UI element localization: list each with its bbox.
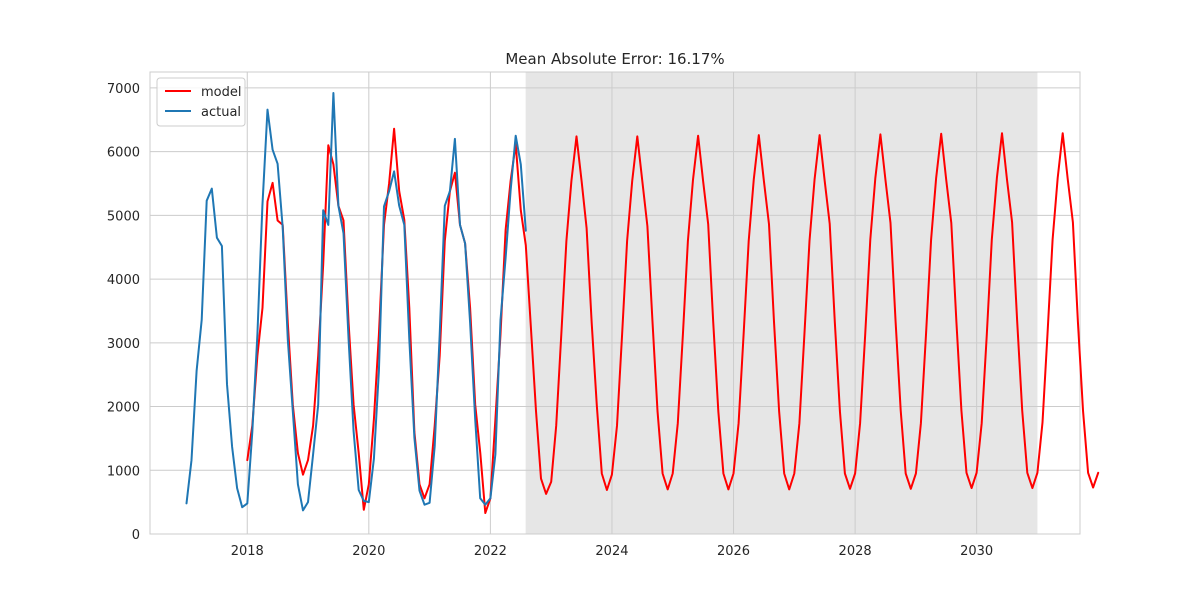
y-tick-label: 1000 bbox=[107, 464, 140, 479]
x-tick-label: 2028 bbox=[839, 544, 872, 559]
tick-labels: 2018 2020 2022 2024 2026 2028 2030 0 1000 2000 300… bbox=[107, 82, 993, 559]
y-tick-label: 4000 bbox=[107, 273, 140, 288]
y-tick-label: 6000 bbox=[107, 146, 140, 161]
x-tick-label: 2020 bbox=[352, 544, 385, 559]
x-tick-label: 2024 bbox=[595, 544, 628, 559]
chart-title: Mean Absolute Error: 16.17% bbox=[505, 50, 724, 68]
y-tick-label: 2000 bbox=[107, 401, 140, 416]
series-line-model bbox=[246, 127, 1100, 514]
x-tick-label: 2030 bbox=[960, 544, 993, 559]
y-tick-label: 0 bbox=[132, 528, 140, 543]
x-tick-label: 2018 bbox=[231, 544, 264, 559]
legend-label-model: model bbox=[201, 85, 241, 100]
forecast-region-shading bbox=[525, 72, 1038, 534]
plot-frame bbox=[149, 71, 1081, 535]
y-tick-label: 3000 bbox=[107, 337, 140, 352]
y-tick-label: 5000 bbox=[107, 209, 140, 224]
legend-label-actual: actual bbox=[201, 105, 241, 120]
y-tick-label: 7000 bbox=[107, 82, 140, 97]
legend: model actual bbox=[156, 77, 246, 127]
series-line-actual bbox=[185, 92, 527, 512]
x-tick-label: 2026 bbox=[717, 544, 750, 559]
series-layer bbox=[185, 92, 1100, 514]
x-tick-label: 2022 bbox=[474, 544, 507, 559]
